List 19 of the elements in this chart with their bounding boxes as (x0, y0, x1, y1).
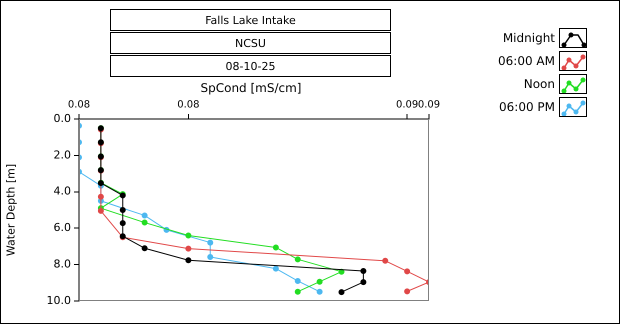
text: 08-10-25 (110, 55, 391, 77)
x-tick-label: 0.09 (396, 100, 418, 111)
y-tick-label: 6.0 (54, 221, 71, 234)
y-axis-title: Water Depth [m] (4, 164, 18, 256)
y-tick-label: 4.0 (54, 184, 71, 198)
x-tick-label: 0.09 (418, 100, 440, 111)
y-tick-label: 2.0 (54, 148, 71, 162)
y-tick-label: 0.0 (54, 112, 71, 125)
chart-subtitle: NCSU (110, 32, 391, 54)
x-axis-title: SpCond [mS/cm] (200, 81, 302, 95)
x-tick-label: 0.08 (68, 100, 90, 111)
legend-label: 06:00 AM (497, 54, 555, 68)
legend-label: 06:00 PM (498, 100, 555, 114)
chart-title: Falls Lake Intake (110, 9, 391, 31)
y-tick-label: 8.0 (54, 257, 71, 270)
y-tick-label: 10.0 (46, 294, 71, 307)
legend-label: Midnight (502, 31, 555, 45)
legend-label: Noon (522, 77, 555, 91)
x-tick-label: 0.08 (177, 100, 200, 111)
